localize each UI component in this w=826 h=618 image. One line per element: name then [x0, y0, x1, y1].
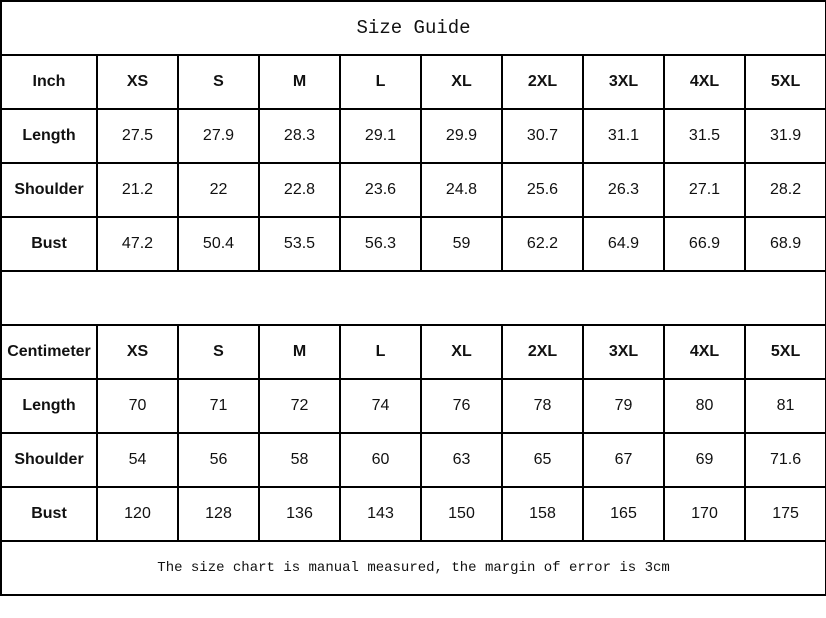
measurement-cell: 58	[258, 432, 341, 488]
measurement-cell: 81	[743, 378, 826, 434]
size-header: 2XL	[501, 54, 584, 110]
measurement-cell: 70	[96, 378, 179, 434]
table-row: Shoulder 54 56 58 60 63 65 67 69 71.6	[0, 432, 826, 488]
measurement-cell: 50.4	[177, 216, 260, 272]
size-header: XL	[420, 54, 503, 110]
measurement-cell: 150	[420, 486, 503, 542]
title-row: Size Guide	[0, 0, 826, 56]
measurement-cell: 67	[582, 432, 665, 488]
note-row: The size chart is manual measured, the m…	[0, 540, 826, 596]
size-header: 4XL	[663, 54, 746, 110]
size-header: XS	[96, 324, 179, 380]
row-label: Shoulder	[0, 432, 98, 488]
measurement-cell: 68.9	[743, 216, 826, 272]
spacer-cell	[0, 270, 826, 326]
measurement-cell: 66.9	[663, 216, 746, 272]
measurement-cell: 80	[663, 378, 746, 434]
measurement-cell: 59	[420, 216, 503, 272]
table-row: Shoulder 21.2 22 22.8 23.6 24.8 25.6 26.3 27.1 28…	[0, 162, 826, 218]
header-row: Inch XS S M L XL 2XL 3XL 4XL 5XL	[0, 54, 826, 110]
size-header: 5XL	[743, 54, 826, 110]
measurement-cell: 165	[582, 486, 665, 542]
table-row: Length 27.5 27.9 28.3 29.1 29.9 30.7 31.1 31.5 31…	[0, 108, 826, 164]
measurement-cell: 27.1	[663, 162, 746, 218]
size-header: 4XL	[663, 324, 746, 380]
measurement-cell: 31.5	[663, 108, 746, 164]
row-label: Length	[0, 108, 98, 164]
measurement-cell: 27.5	[96, 108, 179, 164]
table-row: Bust 47.2 50.4 53.5 56.3 59 62.2 64.9 66.9 68.9	[0, 216, 826, 272]
measurement-cell: 29.1	[339, 108, 422, 164]
size-header: S	[177, 324, 260, 380]
measurement-cell: 47.2	[96, 216, 179, 272]
header-row: Centimeter XS S M L XL 2XL 3XL 4XL 5XL	[0, 324, 826, 380]
size-header: M	[258, 324, 341, 380]
row-label: Shoulder	[0, 162, 98, 218]
measurement-cell: 56.3	[339, 216, 422, 272]
measurement-cell: 24.8	[420, 162, 503, 218]
row-label: Bust	[0, 216, 98, 272]
measurement-cell: 120	[96, 486, 179, 542]
measurement-cell: 22	[177, 162, 260, 218]
size-header: M	[258, 54, 341, 110]
size-guide-table: Size Guide Inch XS S M L XL 2XL 3XL 4XL 5XL Length…	[0, 0, 826, 596]
table-row: Bust 120 128 136 143 150 158 165 170 175	[0, 486, 826, 542]
size-header: 3XL	[582, 324, 665, 380]
measurement-cell: 21.2	[96, 162, 179, 218]
measurement-cell: 158	[501, 486, 584, 542]
measurement-cell: 26.3	[582, 162, 665, 218]
measurement-note: The size chart is manual measured, the m…	[0, 540, 826, 596]
row-label: Length	[0, 378, 98, 434]
measurement-cell: 29.9	[420, 108, 503, 164]
measurement-cell: 79	[582, 378, 665, 434]
measurement-cell: 78	[501, 378, 584, 434]
table-row: Length 70 71 72 74 76 78 79 80 81	[0, 378, 826, 434]
measurement-cell: 72	[258, 378, 341, 434]
size-header: 3XL	[582, 54, 665, 110]
measurement-cell: 60	[339, 432, 422, 488]
measurement-cell: 128	[177, 486, 260, 542]
measurement-cell: 56	[177, 432, 260, 488]
size-header: 5XL	[743, 324, 826, 380]
measurement-cell: 62.2	[501, 216, 584, 272]
measurement-cell: 31.9	[743, 108, 826, 164]
measurement-cell: 71.6	[743, 432, 826, 488]
measurement-cell: 23.6	[339, 162, 422, 218]
measurement-cell: 71	[177, 378, 260, 434]
unit-header: Centimeter	[0, 324, 98, 380]
measurement-cell: 22.8	[258, 162, 341, 218]
size-header: XS	[96, 54, 179, 110]
measurement-cell: 53.5	[258, 216, 341, 272]
measurement-cell: 76	[420, 378, 503, 434]
measurement-cell: 63	[420, 432, 503, 488]
size-header: XL	[420, 324, 503, 380]
unit-header: Inch	[0, 54, 98, 110]
measurement-cell: 31.1	[582, 108, 665, 164]
measurement-cell: 175	[743, 486, 826, 542]
size-header: 2XL	[501, 324, 584, 380]
measurement-cell: 27.9	[177, 108, 260, 164]
measurement-cell: 143	[339, 486, 422, 542]
measurement-cell: 28.2	[743, 162, 826, 218]
measurement-cell: 69	[663, 432, 746, 488]
page-title: Size Guide	[0, 0, 826, 56]
measurement-cell: 65	[501, 432, 584, 488]
measurement-cell: 136	[258, 486, 341, 542]
measurement-cell: 30.7	[501, 108, 584, 164]
measurement-cell: 54	[96, 432, 179, 488]
spacer-row	[0, 270, 826, 326]
measurement-cell: 28.3	[258, 108, 341, 164]
measurement-cell: 74	[339, 378, 422, 434]
measurement-cell: 64.9	[582, 216, 665, 272]
size-header: S	[177, 54, 260, 110]
size-header: L	[339, 54, 422, 110]
row-label: Bust	[0, 486, 98, 542]
measurement-cell: 25.6	[501, 162, 584, 218]
measurement-cell: 170	[663, 486, 746, 542]
size-header: L	[339, 324, 422, 380]
